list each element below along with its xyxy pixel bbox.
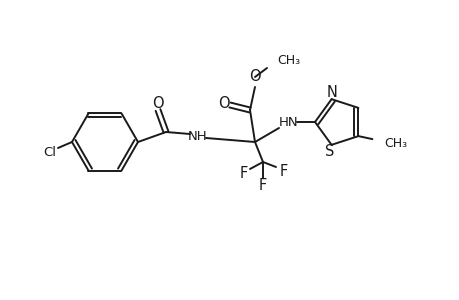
Text: F: F bbox=[279, 164, 287, 179]
Text: F: F bbox=[239, 167, 247, 182]
Text: CH₃: CH₃ bbox=[384, 136, 407, 150]
Text: O: O bbox=[218, 95, 230, 110]
Text: HN: HN bbox=[279, 116, 298, 128]
Text: O: O bbox=[152, 95, 163, 110]
Text: O: O bbox=[249, 68, 260, 83]
Text: N: N bbox=[325, 85, 336, 100]
Text: Cl: Cl bbox=[44, 146, 56, 158]
Text: NH: NH bbox=[188, 130, 207, 142]
Text: F: F bbox=[258, 178, 267, 194]
Text: S: S bbox=[324, 144, 334, 159]
Text: CH₃: CH₃ bbox=[276, 53, 299, 67]
